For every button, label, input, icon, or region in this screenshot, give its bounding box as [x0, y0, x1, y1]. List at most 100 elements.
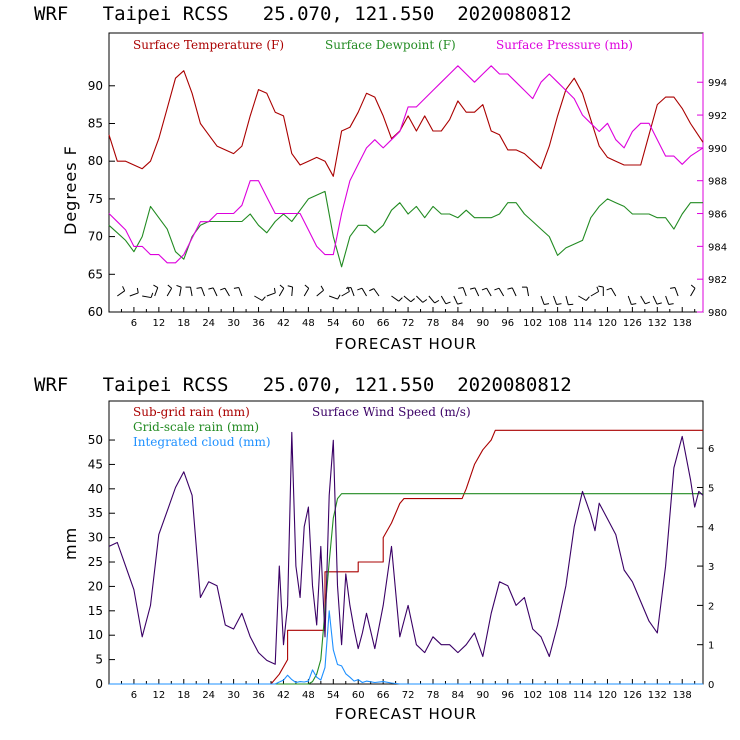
wind-barb	[565, 295, 569, 305]
x-tick-label: 60	[352, 690, 365, 701]
legend-wind-speed: Surface Wind Speed (m/s)	[312, 405, 471, 419]
wind-barb-flag	[304, 284, 310, 289]
wind-barb-flag	[507, 287, 513, 290]
wind-barb	[129, 292, 139, 297]
x-tick-label: 132	[648, 318, 667, 329]
series-grid-scale-rain-mm	[109, 493, 703, 685]
wind-barb-flag	[261, 296, 266, 301]
legend-pressure: Surface Pressure (mb)	[496, 38, 633, 52]
y-tick-label: 25	[88, 555, 103, 569]
wind-barb-flag	[585, 296, 590, 301]
legend-integrated-cloud: Integrated cloud (mm)	[133, 435, 271, 449]
wind-barb	[540, 295, 545, 305]
wind-barb-flag	[669, 287, 676, 289]
wind-barb-flag	[596, 286, 600, 292]
panel2-xlabel: FORECAST HOUR	[335, 705, 477, 723]
x-tick-label: 18	[177, 690, 190, 701]
wind-barb	[690, 287, 696, 297]
wind-barb	[154, 287, 159, 297]
panel1-xlabel: FORECAST HOUR	[335, 335, 477, 353]
panel1-ticks: 6 12 18 24 30 36 42 48 54 60 66 72 78 84 90 96 102 108 114…	[88, 78, 727, 329]
wind-barb	[278, 287, 285, 297]
x-tick-label: 12	[152, 690, 165, 701]
wind-barb	[674, 287, 679, 297]
legend-subgrid-rain: Sub-grid rain (mm)	[133, 405, 250, 419]
wind-barb	[665, 295, 670, 305]
y2-tick-label: 6	[708, 444, 714, 455]
wind-barb-flag	[337, 294, 341, 300]
panel2-ticks: 6 12 18 24 30 36 42 48 54 60 66 72 78 84 90 96 102 108 114…	[88, 433, 715, 701]
wind-barb	[462, 287, 467, 297]
wind-barb-flag	[398, 297, 403, 302]
x-tick-label: 84	[452, 318, 465, 329]
x-tick-label: 78	[427, 690, 440, 701]
x-tick-label: 90	[476, 318, 489, 329]
wind-barb	[498, 287, 505, 297]
y2-tick-label: 994	[708, 78, 727, 89]
wind-barb	[142, 295, 152, 299]
wind-barb	[428, 295, 436, 304]
x-tick-label: 126	[623, 690, 642, 701]
y-tick-label: 85	[88, 116, 103, 130]
panel1-series	[108, 65, 704, 268]
wind-barb	[486, 287, 492, 297]
x-tick-label: 108	[548, 318, 567, 329]
legend-temperature: Surface Temperature (F)	[133, 38, 284, 52]
wind-barb-flag	[556, 303, 562, 305]
wind-barb	[416, 295, 424, 303]
wind-barb	[224, 287, 230, 297]
wind-barb	[640, 295, 646, 305]
x-tick-label: 90	[476, 690, 489, 701]
panel1-title: WRF Taipei RCSS 25.070, 121.550 20200808…	[34, 3, 572, 25]
x-tick-label: 48	[302, 690, 315, 701]
wind-barb-flag	[690, 284, 696, 289]
x-tick-label: 120	[598, 690, 617, 701]
wind-barb	[453, 295, 459, 305]
series-sub-grid-rain-mm	[109, 429, 703, 685]
wind-barb-flag	[150, 292, 154, 298]
wind-barb-flag	[220, 287, 226, 291]
wind-barb-flag	[410, 298, 415, 303]
wind-barb	[511, 287, 517, 297]
wind-barb-flag	[422, 299, 428, 303]
panel1-frame	[108, 32, 704, 313]
x-tick-label: 54	[327, 318, 340, 329]
wind-barb	[627, 295, 632, 305]
x-tick-label: 36	[252, 318, 265, 329]
wind-barb-flag	[167, 284, 172, 289]
legend-dewpoint: Surface Dewpoint (F)	[325, 38, 456, 52]
y2-tick-label: 5	[708, 483, 714, 494]
series-integrated-cloud-mm	[109, 610, 703, 685]
x-tick-label: 96	[501, 318, 514, 329]
x-tick-label: 120	[598, 318, 617, 329]
wind-barb	[190, 287, 193, 297]
y-tick-label: 10	[88, 628, 103, 642]
y2-tick-label: 988	[708, 177, 727, 188]
panel2-title: WRF Taipei RCSS 25.070, 121.550 20200808…	[34, 374, 572, 396]
x-tick-label: 42	[277, 690, 290, 701]
x-tick-label: 60	[352, 318, 365, 329]
x-tick-label: 66	[377, 318, 390, 329]
series-surface-wind-speed-m-s	[108, 431, 704, 665]
wind-barb-flag	[457, 302, 463, 305]
x-tick-label: 126	[623, 318, 642, 329]
wind-barb-flag	[345, 287, 352, 289]
y2-tick-label: 992	[708, 111, 727, 122]
legend-gridscale-rain: Grid-scale rain (mm)	[133, 420, 259, 434]
wind-barb-flag	[320, 285, 325, 291]
wind-barb	[200, 287, 206, 297]
wind-barb-flag	[458, 287, 464, 289]
wind-barb	[526, 287, 530, 297]
wind-barb	[303, 287, 310, 297]
y-tick-label: 0	[95, 677, 103, 691]
y-tick-label: 70	[88, 230, 103, 244]
wind-barb-flag	[208, 287, 214, 290]
series-surface-dewpoint-f	[108, 190, 703, 268]
y-tick-label: 45	[88, 457, 103, 471]
wind-barb-flag	[122, 286, 126, 292]
y2-tick-label: 0	[708, 680, 714, 691]
wind-barb	[117, 290, 125, 297]
x-tick-label: 24	[202, 318, 215, 329]
wind-barb-flag	[176, 284, 182, 288]
wind-barb	[391, 295, 400, 302]
